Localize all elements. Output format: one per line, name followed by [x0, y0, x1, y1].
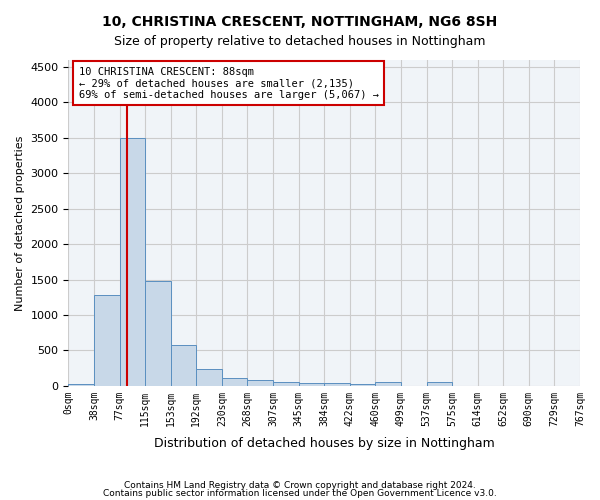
Bar [324, 384, 350, 386]
Bar [273, 382, 299, 386]
Bar [299, 383, 324, 386]
Text: Contains HM Land Registry data © Crown copyright and database right 2024.: Contains HM Land Registry data © Crown c… [124, 481, 476, 490]
Text: Size of property relative to detached houses in Nottingham: Size of property relative to detached ho… [114, 35, 486, 48]
Bar [94, 295, 119, 386]
X-axis label: Distribution of detached houses by size in Nottingham: Distribution of detached houses by size … [154, 437, 494, 450]
Text: 10, CHRISTINA CRESCENT, NOTTINGHAM, NG6 8SH: 10, CHRISTINA CRESCENT, NOTTINGHAM, NG6 … [103, 15, 497, 29]
Text: 10 CHRISTINA CRESCENT: 88sqm
← 29% of detached houses are smaller (2,135)
69% of: 10 CHRISTINA CRESCENT: 88sqm ← 29% of de… [79, 66, 379, 100]
Bar [427, 382, 452, 386]
Bar [222, 378, 247, 386]
Bar [247, 380, 273, 386]
Y-axis label: Number of detached properties: Number of detached properties [15, 135, 25, 310]
Bar [350, 384, 376, 386]
Bar [145, 281, 171, 386]
Bar [376, 382, 401, 386]
Text: Contains public sector information licensed under the Open Government Licence v3: Contains public sector information licen… [103, 488, 497, 498]
Bar [119, 138, 145, 386]
Bar [196, 369, 222, 386]
Bar [171, 344, 196, 386]
Bar [68, 384, 94, 386]
